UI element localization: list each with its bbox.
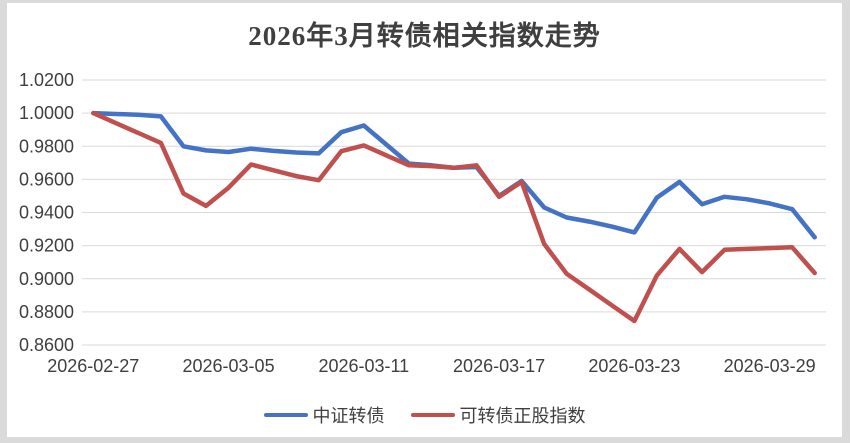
x-axis-tick-label: 2026-03-29 — [724, 356, 816, 376]
x-axis-tick-label: 2026-03-17 — [453, 356, 545, 376]
x-axis-tick-label: 2026-02-27 — [47, 356, 139, 376]
legend-item-kezhuanzhai-zhenggu-index: 可转债正股指数 — [410, 402, 586, 428]
y-axis-tick-label: 1.0200 — [19, 70, 74, 90]
y-axis-tick-label: 0.9200 — [19, 236, 74, 256]
y-axis-tick-label: 0.8800 — [19, 302, 74, 322]
chart-canvas: 2026年3月转债相关指数走势 1.0200 1.0000 0.9800 0.9600… — [7, 3, 842, 437]
y-axis-tick-label: 1.0000 — [19, 103, 74, 123]
line-chart-plot: 1.0200 1.0000 0.9800 0.9600 0.9400 0.9200 0.90… — [19, 70, 826, 376]
x-axis-tick-label: 2026-03-05 — [183, 356, 275, 376]
y-axis-tick-label: 0.8600 — [19, 335, 74, 355]
series-line-1 — [91, 110, 817, 324]
y-axis-tick-label: 0.9400 — [19, 203, 74, 223]
legend-line-swatch-blue — [263, 413, 308, 417]
legend-line-swatch-red — [410, 413, 455, 417]
series-line-0 — [91, 110, 817, 240]
legend-label-blue: 中证转债 — [312, 406, 385, 426]
y-axis-tick-label: 0.9800 — [19, 136, 74, 156]
chart-title: 2026年3月转债相关指数走势 — [248, 21, 601, 51]
x-axis-tick-label: 2026-03-11 — [318, 356, 409, 376]
legend: 中证转债 可转债正股指数 — [7, 402, 842, 428]
x-axis-tick-label: 2026-03-23 — [588, 356, 680, 376]
legend-label-red: 可转债正股指数 — [459, 406, 586, 426]
y-axis-tick-label: 0.9000 — [19, 269, 74, 289]
legend-item-zhongzheng-zhuanzhai: 中证转债 — [263, 402, 385, 428]
y-axis-tick-label: 0.9600 — [19, 169, 74, 189]
